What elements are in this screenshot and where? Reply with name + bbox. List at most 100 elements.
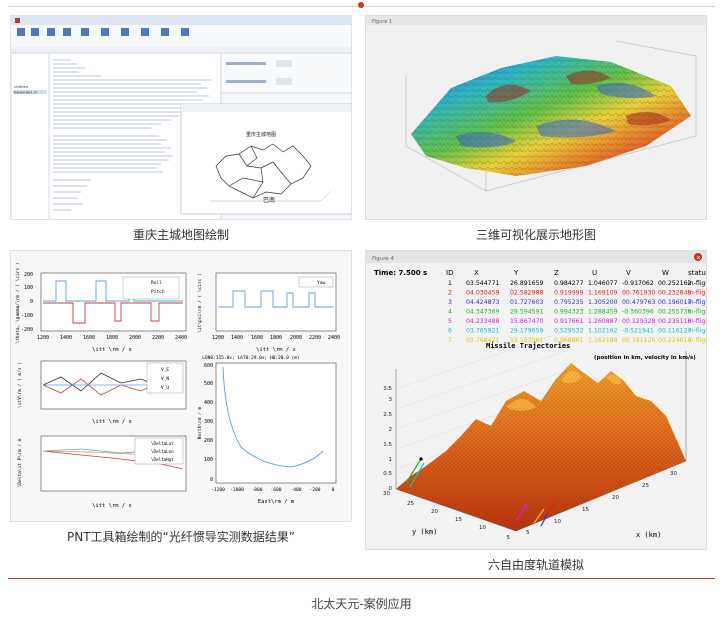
xlabel-time: \itt \rm / s [92,347,132,353]
table-cell: 0.795235 [554,299,584,306]
svg-text:-1200: -1200 [211,487,225,493]
plot-title: Missile Trajectories [486,342,570,350]
legend-dlat: \DeltaLat [151,441,174,446]
caption-terrain: 三维可视化展示地形图 [475,228,596,242]
legend-dlon: \DeltaLon [151,449,174,454]
svg-text:-600: -600 [270,487,281,493]
velocity-legend [146,362,184,394]
x-axis-label: x (km) [636,531,661,539]
terrain-figure-panel: Figure 1 [365,15,707,220]
table-cell: 26.891659 [510,280,544,287]
table-cell: 15.867470 [510,318,544,325]
table-cell: 04.030459 [466,290,500,297]
variables-rows [226,60,292,85]
table-cell: in-fligh [688,299,707,306]
figure-window-title: Figure 1 [372,19,392,25]
trajectory-header: LON0:115.0x; LAT0:29.0x; H0:20.0 (m) [202,355,300,361]
svg-text:5: 5 [507,535,511,541]
svg-text:10: 10 [479,525,486,531]
table-cell: 1 [448,280,452,287]
svg-text:2200: 2200 [152,335,164,341]
svg-text:400: 400 [204,400,213,406]
svg-text:30: 30 [670,471,677,477]
svg-text:25: 25 [407,501,414,507]
ytick: 200 [24,272,33,278]
xticks-top-left: 1200 1400 1600 1800 2000 2200 2400 [37,335,187,341]
footer-title: 北太天元-案例应用 [311,597,412,611]
svg-text:-1000: -1000 [230,487,244,493]
position-legend [134,437,184,465]
svg-text:-400: -400 [290,487,301,493]
figure-titlebar [366,16,706,25]
close-glyph: × [696,255,701,262]
table-cell: 00.181126 [622,337,656,344]
terrain-figure: Figure 1 [366,16,706,192]
table-cell: 04.347369 [466,309,500,316]
svg-text:20: 20 [431,509,438,515]
table-cell: in-fligh [688,337,707,344]
ytick: 0 [30,299,33,305]
editor-code-lines [53,59,211,211]
svg-text:0: 0 [389,486,393,492]
yaw-legend [298,276,334,288]
variables-panel [220,52,351,94]
table-headers: ID X Y Z U V W status [446,269,706,277]
legend-ve: V_E [161,367,169,373]
xticks-top-right: 1200 1400 1600 1800 2000 2200 2400 [212,335,340,341]
svg-text:3: 3 [389,397,393,403]
table-cell: 00.232849 [658,290,692,297]
svg-text:5: 5 [526,530,530,536]
svg-text:300: 300 [204,419,213,425]
terrain-peaks [486,70,671,126]
svg-text:1600: 1600 [251,335,263,341]
ide-title-bar [11,16,351,25]
ylabel-yaw: \it\psi\rm / ( \circ ) [197,273,203,333]
svg-text:1600: 1600 [83,335,95,341]
table-cell: in-fligh [688,309,707,316]
ylabel-position: \Delta\it P\rm / m [17,438,23,487]
missile-trajectories [405,458,557,527]
table-cell: 0.994323 [554,309,584,316]
table-cell: 00.116127 [658,328,692,335]
svg-text:2: 2 [389,427,393,433]
svg-text:ID: ID [446,269,453,277]
terrain-mesh [396,363,686,531]
table-cell: 1.162188 [588,337,618,344]
table-cell: 13.183961 [510,337,544,344]
table-cell: 00.761930 [622,290,656,297]
table-cell: 29.594591 [510,309,544,316]
xlabel-east: East\rm / m [258,499,295,505]
table-cell: 1.288459 [588,309,618,316]
table-cell: 0.968861 [554,337,584,344]
missile-simulation-panel: Figure 4 × Time: 7.500 s ID X Y Z U V W … [365,250,707,550]
legend-dhgt: \DeltaHgt [151,457,174,462]
map-axes [211,190,332,202]
svg-text:X: X [474,269,479,277]
workspace-selection [13,90,47,94]
ylabel-north: North\rm / m [197,406,203,439]
figure-titlebar [366,251,706,263]
xlabel-time: \itt \rm / s [256,347,296,353]
xlabel-time: \itt \rm / s [92,419,132,425]
svg-text:20: 20 [612,495,619,501]
table-cell: 0.919999 [554,290,584,297]
ytick: -200 [21,327,33,333]
close-icon[interactable] [694,253,702,261]
table-cell: 5 [448,318,452,325]
table-cell: in-fligh [688,280,707,287]
y-ticks: 30 25 20 15 10 5 [383,491,511,541]
svg-text:0: 0 [210,477,213,483]
table-cell: 00.235116 [658,318,692,325]
state-table: 1 03.544771 26.891659 0.984277 1.046077 -0.91… [448,280,707,344]
svg-text:1400: 1400 [231,335,243,341]
svg-text:15: 15 [455,517,462,523]
ytick: 100 [24,285,33,291]
svg-text:15: 15 [582,507,589,513]
svg-text:100: 100 [204,457,213,463]
svg-text:30: 30 [383,491,390,497]
svg-text:2200: 2200 [309,335,321,341]
terrain-valleys [456,82,656,148]
table-cell: 1.046077 [588,280,618,287]
svg-text:3.5: 3.5 [383,386,392,392]
svg-text:-200: -200 [309,487,320,493]
